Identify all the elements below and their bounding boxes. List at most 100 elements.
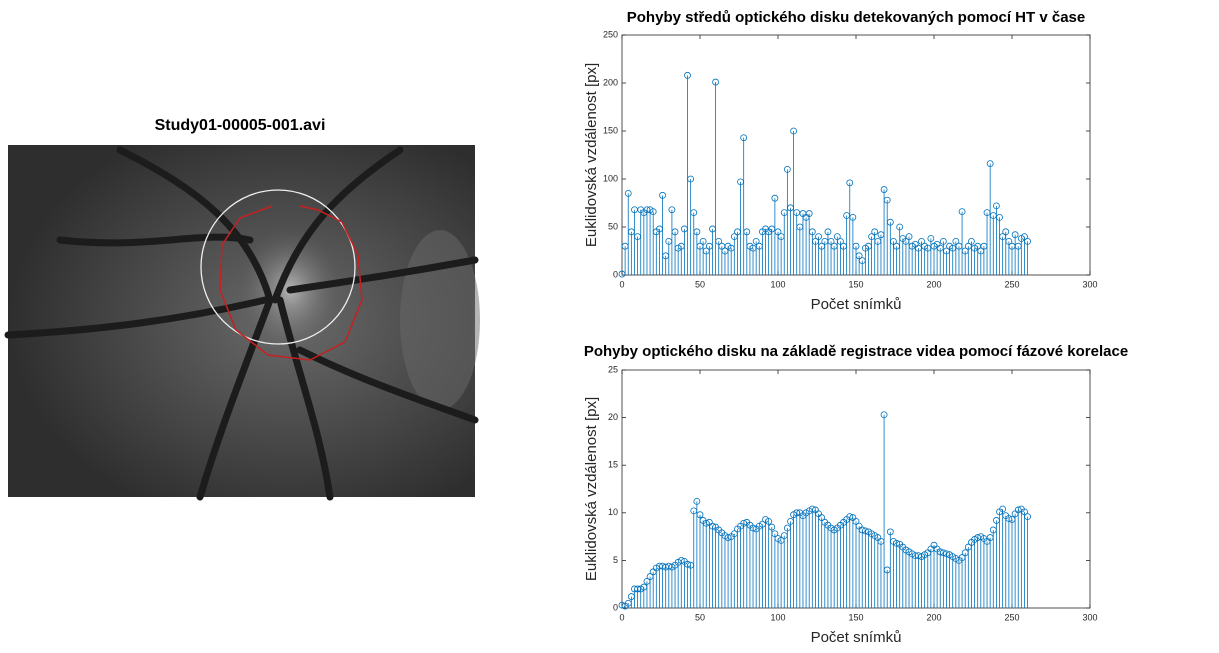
- y-tick-label: 0: [613, 602, 618, 612]
- stem-marker: [774, 228, 782, 236]
- stem-marker: [939, 549, 947, 557]
- stem-marker: [880, 411, 888, 419]
- stem-marker: [996, 213, 1003, 221]
- stem-marker: [808, 228, 816, 236]
- stem-marker: [687, 175, 695, 183]
- stem-marker: [765, 517, 773, 525]
- x-tick-label: 150: [848, 279, 863, 289]
- stem-marker: [886, 528, 894, 536]
- x-tick-label: 250: [1004, 612, 1019, 622]
- y-tick-label: 0: [613, 269, 618, 279]
- image-title: Study01-00005-001.avi: [155, 117, 326, 134]
- y-tick-label: 10: [608, 507, 618, 517]
- stem-marker: [993, 202, 1000, 210]
- x-tick-label: 50: [695, 612, 705, 622]
- stem-marker: [861, 527, 869, 535]
- x-tick-label: 200: [926, 612, 941, 622]
- stem-marker: [943, 550, 950, 558]
- x-tick-label: 300: [1082, 612, 1097, 622]
- stem-marker: [709, 522, 716, 530]
- fundus-image: [4, 145, 480, 501]
- stem-marker: [668, 206, 676, 214]
- x-tick-label: 100: [770, 612, 785, 622]
- stem-marker: [1024, 237, 1031, 245]
- stem-marker: [986, 160, 994, 168]
- x-tick-label: 50: [695, 279, 705, 289]
- stem-marker: [752, 237, 760, 245]
- stem-marker: [808, 505, 816, 513]
- stem-marker: [790, 127, 797, 135]
- stem-marker: [999, 505, 1007, 513]
- stem-marker: [846, 179, 854, 187]
- stem-marker: [952, 237, 960, 245]
- stem-marker: [771, 194, 779, 202]
- y-tick-label: 20: [608, 412, 618, 422]
- stem-marker: [858, 526, 866, 534]
- stem-marker: [684, 560, 691, 568]
- stem-marker: [671, 228, 679, 236]
- stem-marker: [677, 557, 685, 564]
- stem-marker: [815, 233, 822, 241]
- stem-marker: [833, 233, 841, 241]
- x-tick-label: 200: [926, 279, 941, 289]
- stem-marker: [927, 235, 935, 242]
- stem-marker: [837, 237, 844, 245]
- x-tick-label: 150: [848, 612, 863, 622]
- stem-marker: [958, 208, 966, 216]
- chart-title: Pohyby středů optického disku detekovaný…: [627, 9, 1085, 26]
- chart-title: Pohyby optického disku na základě regist…: [584, 343, 1128, 360]
- x-tick-label: 100: [770, 279, 785, 289]
- stem-marker: [1021, 508, 1028, 516]
- stem-marker: [936, 548, 944, 556]
- stem-marker: [883, 196, 891, 204]
- stem-marker: [893, 539, 900, 547]
- stem-marker: [846, 513, 854, 521]
- stem-marker: [712, 78, 719, 86]
- stem-marker: [886, 218, 894, 226]
- stem-marker: [818, 514, 826, 521]
- stem-marker: [827, 237, 835, 245]
- stem-marker: [849, 213, 857, 221]
- stem-marker: [1011, 231, 1019, 239]
- stem-marker: [693, 497, 701, 505]
- stem-marker: [939, 237, 947, 245]
- stem-marker: [624, 189, 632, 197]
- stem-marker: [768, 523, 776, 531]
- stem-marker: [852, 242, 860, 250]
- stem-marker: [649, 208, 657, 216]
- stem-marker: [871, 228, 879, 236]
- stem-marker: [1005, 237, 1013, 245]
- y-tick-label: 200: [603, 77, 618, 87]
- stem-marker: [824, 228, 832, 236]
- x-tick-label: 0: [619, 612, 624, 622]
- stem-marker: [1021, 233, 1028, 241]
- stem-marker: [749, 524, 757, 532]
- x-tick-label: 300: [1082, 279, 1097, 289]
- stem-marker: [715, 237, 723, 245]
- stem-marker: [740, 134, 748, 142]
- x-tick-label: 0: [619, 279, 624, 289]
- stem-marker: [618, 601, 626, 609]
- stem-marker: [905, 233, 913, 241]
- stem-marker: [699, 237, 707, 245]
- y-tick-label: 250: [603, 29, 618, 39]
- stem-marker: [896, 223, 904, 231]
- y-tick-label: 15: [608, 460, 618, 470]
- stem-marker: [852, 517, 860, 525]
- x-axis-label: Počet snímků: [811, 629, 902, 646]
- stem-marker: [1024, 513, 1031, 521]
- stem-marker: [743, 228, 751, 236]
- stem-marker: [890, 237, 897, 245]
- y-tick-label: 50: [608, 221, 618, 231]
- stem-marker: [783, 165, 791, 173]
- stem-marker: [696, 511, 704, 519]
- x-tick-label: 250: [1004, 279, 1019, 289]
- y-tick-label: 100: [603, 173, 618, 183]
- stem-marker: [880, 186, 888, 193]
- stem-marker: [1005, 515, 1013, 522]
- axes-box: [621, 34, 1091, 276]
- stem-marker: [1002, 228, 1010, 236]
- stem-marker: [771, 530, 779, 538]
- y-axis-label: Euklidovská vzdálenost [px]: [583, 63, 600, 247]
